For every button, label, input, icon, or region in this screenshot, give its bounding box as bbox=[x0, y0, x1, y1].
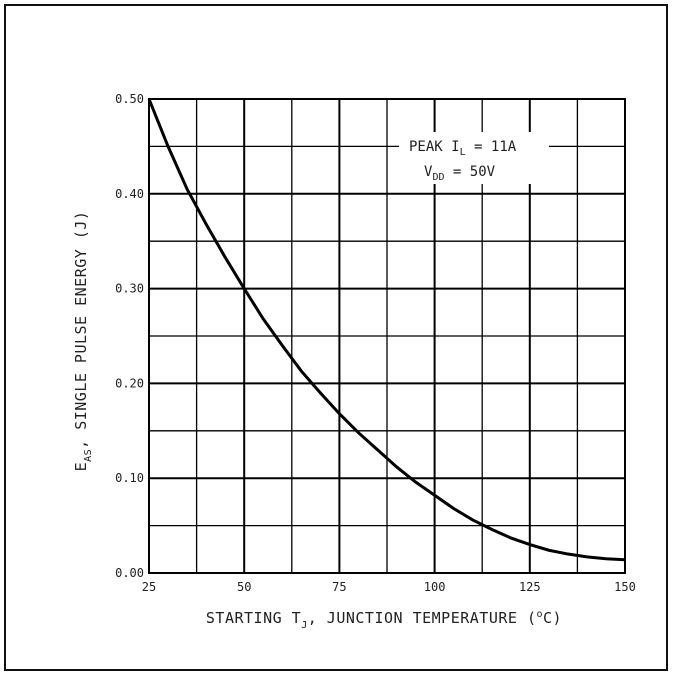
energy-chart: 25 50 75 100 125 1500.000.100.200.300.400.50 … bbox=[72, 92, 636, 631]
annotation-background bbox=[399, 132, 549, 184]
grid bbox=[149, 99, 625, 573]
annotation-line-1: PEAK IL = 11A bbox=[409, 139, 517, 158]
y-tick-label: 0.30 bbox=[115, 282, 144, 296]
tick-labels: 25 50 75 100 125 150 0.00 0.10 0.20 0.30 0.40 0.50 bbox=[115, 92, 636, 594]
x-tick-label: 100 bbox=[424, 580, 446, 594]
plot-border bbox=[148, 98, 626, 574]
x-tick-label: 25 bbox=[142, 580, 156, 594]
y-tick-label: 0.10 bbox=[115, 471, 144, 485]
x-tick-label: 50 bbox=[237, 580, 251, 594]
y-tick-label: 0.40 bbox=[115, 187, 144, 201]
y-tick-label: 0.20 bbox=[115, 376, 144, 390]
x-axis-title: STARTING TJ, JUNCTION TEMPERATURE (oC) bbox=[206, 609, 562, 631]
x-tick-label: 125 bbox=[519, 580, 541, 594]
y-tick-label: 0.50 bbox=[115, 92, 144, 106]
x-tick-label: 150 bbox=[614, 580, 636, 594]
y-axis-title: EAS, SINGLE PULSE ENERGY (J) bbox=[72, 211, 94, 472]
energy-curve bbox=[147, 98, 626, 562]
y-tick-label: 0.00 bbox=[115, 566, 144, 580]
x-tick-label: 75 bbox=[332, 580, 346, 594]
chart-frame: 25 50 75 100 125 150 0.00 0.10 0.20 0.30 0.40 0.50 … bbox=[4, 4, 668, 671]
annotation-line-2: VDD = 50V bbox=[424, 164, 496, 183]
